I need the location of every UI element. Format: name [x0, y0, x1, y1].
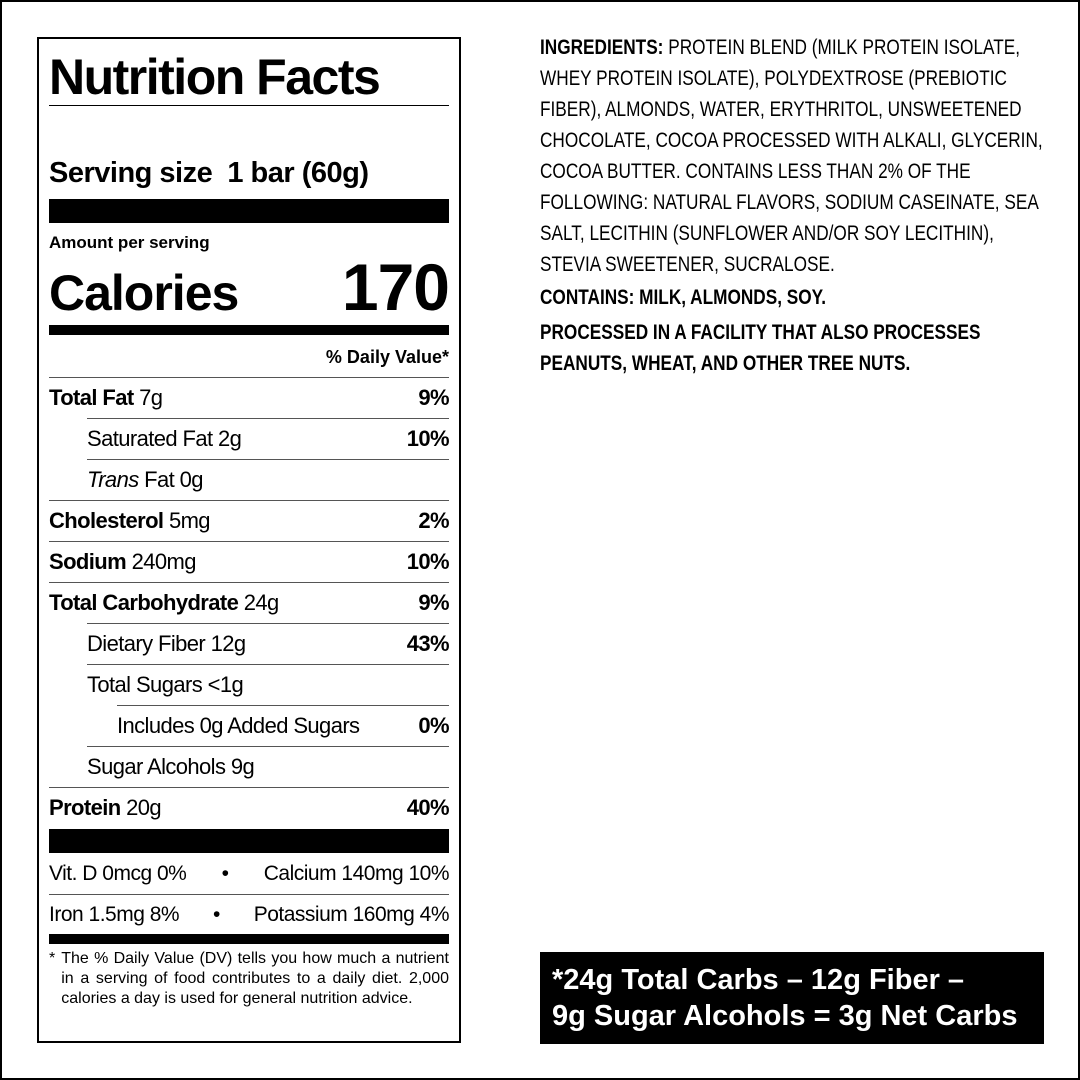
nutrient-name: Sugar Alcohols — [87, 754, 226, 779]
amount-per-serving: Amount per serving — [49, 233, 210, 252]
rule — [49, 105, 449, 106]
nutrient-row: Total Sugars <1g — [87, 664, 449, 705]
nutrient-name: Saturated Fat — [87, 426, 213, 451]
net-carbs-line: *24g Total Carbs – 12g Fiber – — [552, 964, 965, 996]
daily-value: 10% — [406, 549, 450, 574]
nutrient-row: Cholesterol 5mg 2% — [49, 500, 450, 541]
rule — [49, 829, 449, 853]
nutrient: Total Carbohydrate 24g — [49, 590, 418, 616]
net-carbs: *24g Total Carbs – 12g Fiber – 9g Sugar … — [540, 952, 1044, 1044]
nutrient-amount: 240mg — [131, 549, 197, 574]
vitamins: Vit. D 0mcg 0% • Calcium 140mg 10% Iron 1.… — [49, 854, 450, 935]
nutrient-name: Sodium — [49, 549, 127, 574]
nutrient-name: Protein — [49, 795, 121, 820]
rule — [49, 325, 449, 335]
nutrient-row: Saturated Fat 2g 10% — [87, 418, 450, 459]
nutrient-amount: 24g — [243, 590, 280, 615]
serving: Serving size 1 bar (60g) — [49, 153, 449, 193]
nutrient-name: Cholesterol — [49, 508, 164, 533]
separator: • — [221, 862, 229, 885]
nutrient-name: Includes 0g Added Sugars — [117, 713, 360, 738]
nutrient: Saturated Fat 2g — [87, 426, 407, 452]
nutrient-row: Dietary Fiber 12g 43% — [87, 623, 450, 664]
nutrient-amount: 5mg — [168, 508, 211, 533]
nutrient-row: Sugar Alcohols 9g — [87, 746, 449, 787]
separator: • — [212, 903, 220, 926]
daily-value: 2% — [418, 508, 449, 533]
nutrient-amount: 20g — [126, 795, 162, 820]
ingredients-text: PROTEIN BLEND (MILK PROTEIN ISOLATE, WHE… — [540, 36, 1043, 276]
nutrient-amount: 2g — [218, 426, 242, 451]
nutrient: Cholesterol 5mg — [49, 508, 418, 534]
vitamin: Potassium 160mg 4% — [253, 903, 450, 926]
nutrition-label: Nutrition Facts Serving size 1 bar (60g)… — [37, 37, 461, 1043]
nutrient: Total Sugars <1g — [87, 672, 449, 698]
nutrient-row: Total Carbohydrate 24g 9% — [49, 582, 450, 623]
rule — [49, 934, 449, 944]
vitamin: Iron 1.5mg 8% — [49, 903, 180, 926]
nutrient-row: Trans Fat 0g — [87, 459, 449, 500]
vitamin: Vit. D 0mcg 0% — [49, 862, 187, 885]
rule — [49, 199, 449, 223]
nutrient-row: Sodium 240mg 10% — [49, 541, 450, 582]
nutrient-name: Total Fat — [49, 385, 134, 410]
nutrient: Sugar Alcohols 9g — [87, 754, 449, 780]
ingredients: INGREDIENTS: PROTEIN BLEND (MILK PROTEIN… — [540, 32, 1048, 379]
nutrient-amount: 12g — [210, 631, 247, 656]
daily-value: 10% — [406, 426, 450, 451]
vitamin-row: Iron 1.5mg 8% • Potassium 160mg 4% — [49, 894, 450, 935]
contains: CONTAINS: MILK, ALMONDS, SOY. — [540, 286, 827, 309]
nutrient-amount: 7g — [139, 385, 163, 410]
nutrient-rows: Total Fat 7g 9% Saturated Fat 2g 10% Trans F… — [49, 377, 450, 828]
nutrient: Sodium 240mg — [49, 549, 407, 575]
daily-value: 0% — [418, 713, 449, 738]
footnote: * The % Daily Value (DV) tells you how mu… — [49, 949, 449, 1009]
calories: Calories 170 — [49, 250, 450, 329]
daily-value: 43% — [406, 631, 450, 656]
calories-label: Calories — [49, 265, 239, 321]
nutrient-name-italic: Trans — [87, 467, 139, 492]
nutrient-amount: <1g — [207, 672, 244, 697]
nutrient-amount: 0g — [179, 467, 204, 492]
label-title: Nutrition Facts — [49, 49, 381, 105]
nutrient-name: Total Sugars — [87, 672, 203, 697]
serving-value: 1 bar (60g) — [227, 157, 369, 189]
nutrient-row: Protein 20g 40% — [49, 787, 450, 828]
nutrient: Includes 0g Added Sugars — [117, 713, 418, 739]
calories-value: 170 — [341, 250, 450, 324]
nutrient: Dietary Fiber 12g — [87, 631, 407, 657]
daily-value: 40% — [406, 795, 450, 820]
nutrient-row: Total Fat 7g 9% — [49, 377, 450, 418]
vitamin-row: Vit. D 0mcg 0% • Calcium 140mg 10% — [49, 854, 450, 894]
nutrient-amount: 9g — [230, 754, 255, 779]
nutrient: Trans Fat 0g — [87, 467, 449, 493]
vitamin: Calcium 140mg 10% — [263, 862, 450, 885]
nutrient: Protein 20g — [49, 795, 407, 821]
facility: PROCESSED IN A FACILITY THAT ALSO PROCES… — [540, 321, 981, 375]
nutrient: Total Fat 7g — [49, 385, 418, 411]
nutrient-name: Dietary Fiber — [87, 631, 206, 656]
nutrient-name: Fat — [144, 467, 175, 492]
footnote-mark: * — [49, 950, 56, 967]
serving-label: Serving size — [49, 157, 213, 189]
daily-value: 9% — [418, 385, 449, 410]
footnote-text: The % Daily Value (DV) tells you how muc… — [61, 950, 449, 1007]
daily-value: 9% — [418, 590, 449, 615]
nutrient-name: Total Carbohydrate — [49, 590, 239, 615]
net-carbs-line: 9g Sugar Alcohols = 3g Net Carbs — [552, 1000, 1018, 1032]
ingredients-label: INGREDIENTS: — [540, 36, 664, 59]
dv-header: % Daily Value* — [325, 347, 449, 367]
nutrient-row: Includes 0g Added Sugars 0% — [117, 705, 450, 746]
